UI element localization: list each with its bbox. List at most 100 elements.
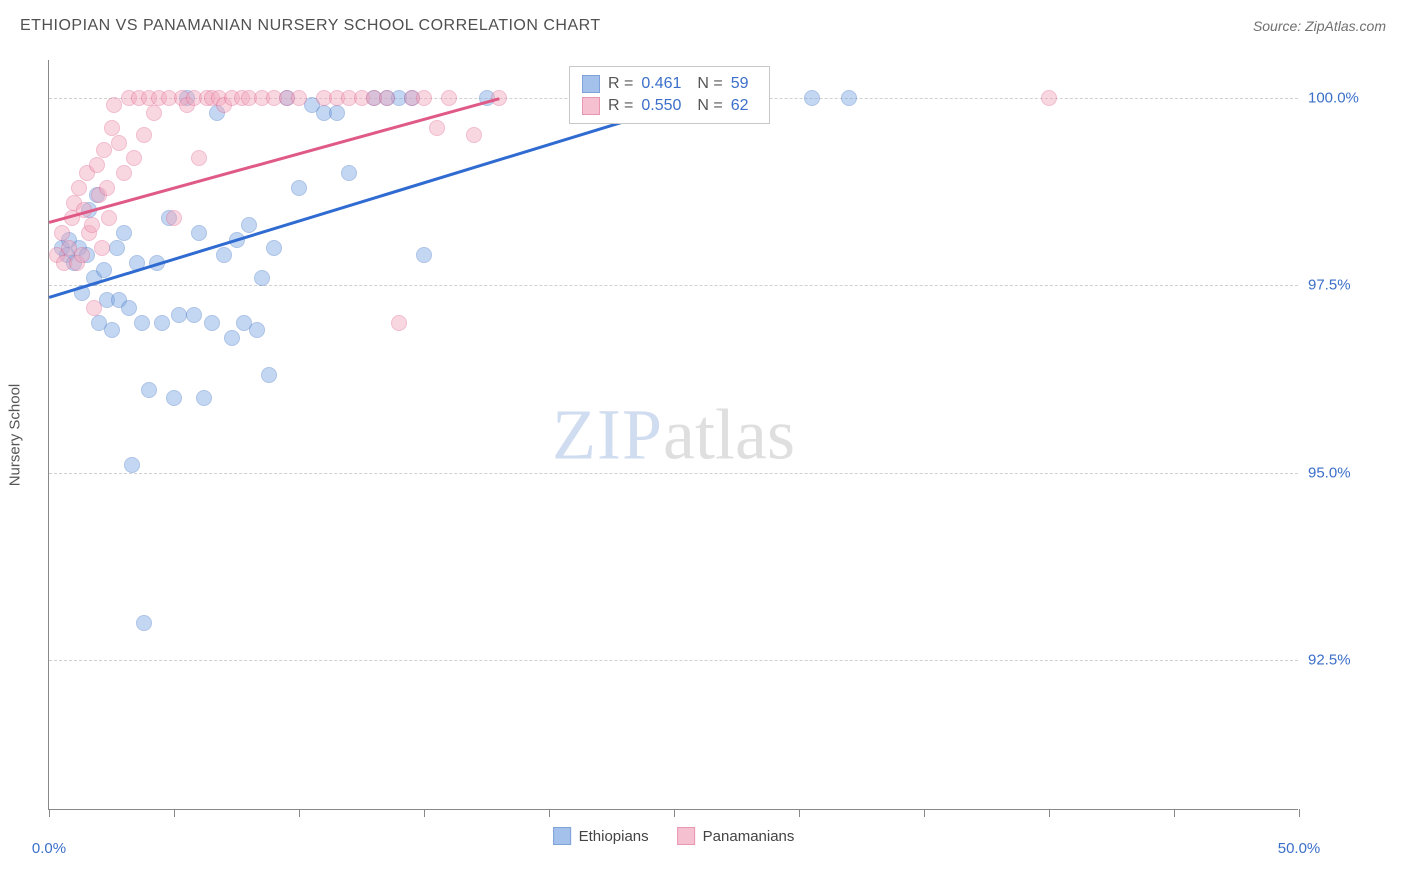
r-label: R = — [608, 75, 633, 93]
x-tick — [1049, 809, 1050, 817]
data-point — [101, 210, 117, 226]
gridline — [49, 473, 1298, 474]
data-point — [429, 120, 445, 136]
data-point — [261, 367, 277, 383]
data-point — [121, 300, 137, 316]
data-point — [804, 90, 820, 106]
r-value: 0.461 — [641, 75, 681, 93]
data-point — [186, 307, 202, 323]
data-point — [196, 390, 212, 406]
x-tick — [1299, 809, 1300, 817]
data-point — [99, 180, 115, 196]
y-tick-label: 100.0% — [1308, 89, 1378, 106]
x-tick — [674, 809, 675, 817]
data-point — [124, 457, 140, 473]
data-point — [116, 165, 132, 181]
data-point — [96, 262, 112, 278]
x-tick — [299, 809, 300, 817]
x-tick-label: 0.0% — [32, 840, 66, 857]
data-point — [84, 217, 100, 233]
n-label: N = — [697, 97, 722, 115]
y-tick-label: 95.0% — [1308, 464, 1378, 481]
x-tick — [799, 809, 800, 817]
scatter-plot: Nursery School ZIPatlas EthiopiansPanama… — [48, 60, 1298, 810]
data-point — [126, 150, 142, 166]
legend-swatch — [677, 827, 695, 845]
data-point — [89, 157, 105, 173]
data-point — [141, 382, 157, 398]
watermark: ZIPatlas — [552, 393, 795, 476]
stats-row: R = 0.550 N = 62 — [582, 95, 757, 117]
x-tick — [49, 809, 50, 817]
legend-label: Ethiopians — [579, 828, 649, 845]
n-value: 59 — [731, 75, 749, 93]
stats-row: R = 0.461 N = 59 — [582, 73, 757, 95]
data-point — [54, 225, 70, 241]
data-point — [391, 315, 407, 331]
data-point — [291, 180, 307, 196]
data-point — [224, 330, 240, 346]
legend-item: Ethiopians — [553, 827, 649, 845]
data-point — [94, 240, 110, 256]
n-label: N = — [697, 75, 722, 93]
series-swatch — [582, 75, 600, 93]
data-point — [134, 315, 150, 331]
x-tick — [174, 809, 175, 817]
n-value: 62 — [731, 97, 749, 115]
data-point — [329, 105, 345, 121]
chart-header: ETHIOPIAN VS PANAMANIAN NURSERY SCHOOL C… — [0, 0, 1406, 48]
data-point — [171, 307, 187, 323]
chart-title: ETHIOPIAN VS PANAMANIAN NURSERY SCHOOL C… — [20, 17, 601, 35]
data-point — [116, 225, 132, 241]
x-tick — [1174, 809, 1175, 817]
data-point — [241, 217, 257, 233]
legend-item: Panamanians — [677, 827, 795, 845]
data-point — [254, 270, 270, 286]
data-point — [204, 315, 220, 331]
y-axis-label: Nursery School — [7, 383, 24, 486]
data-point — [291, 90, 307, 106]
x-tick-label: 50.0% — [1278, 840, 1321, 857]
r-label: R = — [608, 97, 633, 115]
data-point — [109, 240, 125, 256]
legend-label: Panamanians — [703, 828, 795, 845]
data-point — [191, 225, 207, 241]
data-point — [154, 315, 170, 331]
y-tick-label: 97.5% — [1308, 277, 1378, 294]
data-point — [341, 165, 357, 181]
trend-line — [49, 98, 500, 224]
watermark-atlas: atlas — [663, 394, 795, 474]
watermark-zip: ZIP — [552, 394, 663, 474]
data-point — [146, 105, 162, 121]
data-point — [104, 120, 120, 136]
data-point — [416, 247, 432, 263]
data-point — [841, 90, 857, 106]
chart-source: Source: ZipAtlas.com — [1253, 18, 1386, 34]
data-point — [86, 300, 102, 316]
data-point — [71, 180, 87, 196]
y-tick-label: 92.5% — [1308, 652, 1378, 669]
data-point — [379, 90, 395, 106]
legend-swatch — [553, 827, 571, 845]
x-tick — [549, 809, 550, 817]
legend: Ethiopians Panamanians — [553, 827, 795, 845]
gridline — [49, 285, 1298, 286]
data-point — [266, 240, 282, 256]
data-point — [466, 127, 482, 143]
data-point — [166, 210, 182, 226]
data-point — [104, 322, 120, 338]
data-point — [111, 135, 127, 151]
data-point — [136, 615, 152, 631]
data-point — [166, 390, 182, 406]
data-point — [136, 127, 152, 143]
data-point — [216, 247, 232, 263]
data-point — [106, 97, 122, 113]
series-swatch — [582, 97, 600, 115]
data-point — [1041, 90, 1057, 106]
r-value: 0.550 — [641, 97, 681, 115]
data-point — [249, 322, 265, 338]
data-point — [96, 142, 112, 158]
gridline — [49, 660, 1298, 661]
x-tick — [924, 809, 925, 817]
x-tick — [424, 809, 425, 817]
